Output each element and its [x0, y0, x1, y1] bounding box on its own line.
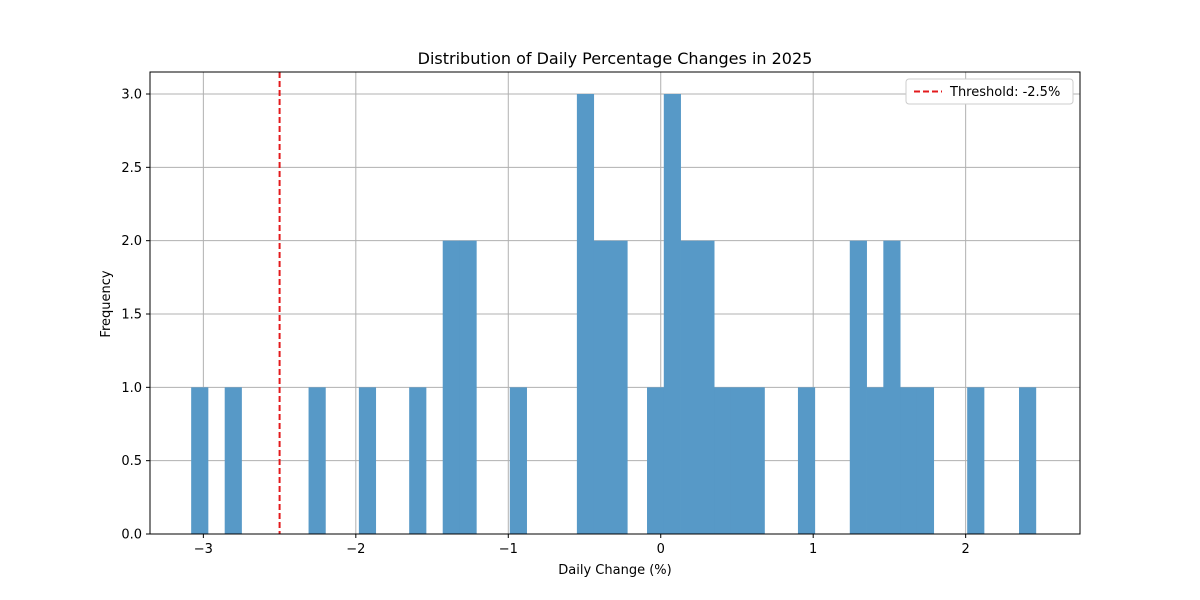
histogram-bar: [459, 240, 477, 534]
x-tick-label: 1: [809, 542, 817, 557]
histogram-bar: [191, 387, 209, 534]
histogram-bar: [509, 387, 527, 534]
y-axis-label: Frequency: [99, 270, 114, 337]
histogram-bar: [442, 240, 460, 534]
chart-title: Distribution of Daily Percentage Changes…: [418, 49, 813, 68]
y-tick-label: 0.5: [121, 454, 142, 469]
histogram-bar: [224, 387, 242, 534]
y-tick-label: 1.5: [121, 308, 142, 323]
histogram-bar: [409, 387, 427, 534]
legend: Threshold: -2.5%: [905, 78, 1074, 105]
histogram-bar: [900, 387, 918, 534]
histogram-bar: [714, 387, 732, 534]
x-axis-label: Daily Change (%): [558, 563, 671, 578]
histogram-bar: [849, 240, 867, 534]
legend-threshold-label: Threshold: -2.5%: [949, 85, 1060, 100]
histogram-bar: [797, 387, 816, 534]
histogram-bar: [610, 240, 628, 534]
histogram-bar: [663, 94, 681, 534]
y-tick-label: 0.0: [121, 528, 142, 543]
histogram-bar: [576, 94, 595, 534]
x-tick-label: −1: [499, 542, 518, 557]
histogram-bar: [697, 240, 715, 534]
histogram-bar: [680, 240, 698, 534]
histogram-bar: [730, 387, 749, 534]
histogram-bar: [747, 387, 765, 534]
histogram-bar: [916, 387, 935, 534]
y-axis-ticks: 0.0 0.5 1.0 1.5 2.0 2.5 3.0: [121, 88, 150, 543]
legend-box: [905, 78, 1074, 105]
y-tick-label: 1.0: [121, 381, 142, 396]
y-tick-label: 2.0: [121, 234, 142, 249]
y-tick-label: 2.5: [121, 161, 142, 176]
x-tick-label: 0: [657, 542, 665, 557]
histogram-bar: [1019, 387, 1037, 534]
histogram-bar: [647, 387, 665, 534]
histogram-bar: [866, 387, 884, 534]
x-tick-label: −3: [194, 542, 213, 557]
x-axis-ticks: −3 −2 −1 0 1 2: [194, 534, 970, 557]
histogram-bar: [883, 240, 901, 534]
y-tick-label: 3.0: [121, 88, 142, 103]
plot-frame: [149, 71, 1081, 535]
bars-layer: [191, 94, 1037, 534]
histogram-bar: [967, 387, 985, 534]
x-tick-label: 2: [962, 542, 970, 557]
x-tick-label: −2: [346, 542, 365, 557]
histogram-bar: [308, 387, 326, 534]
histogram-bar: [593, 240, 611, 534]
histogram-bar: [358, 387, 377, 534]
